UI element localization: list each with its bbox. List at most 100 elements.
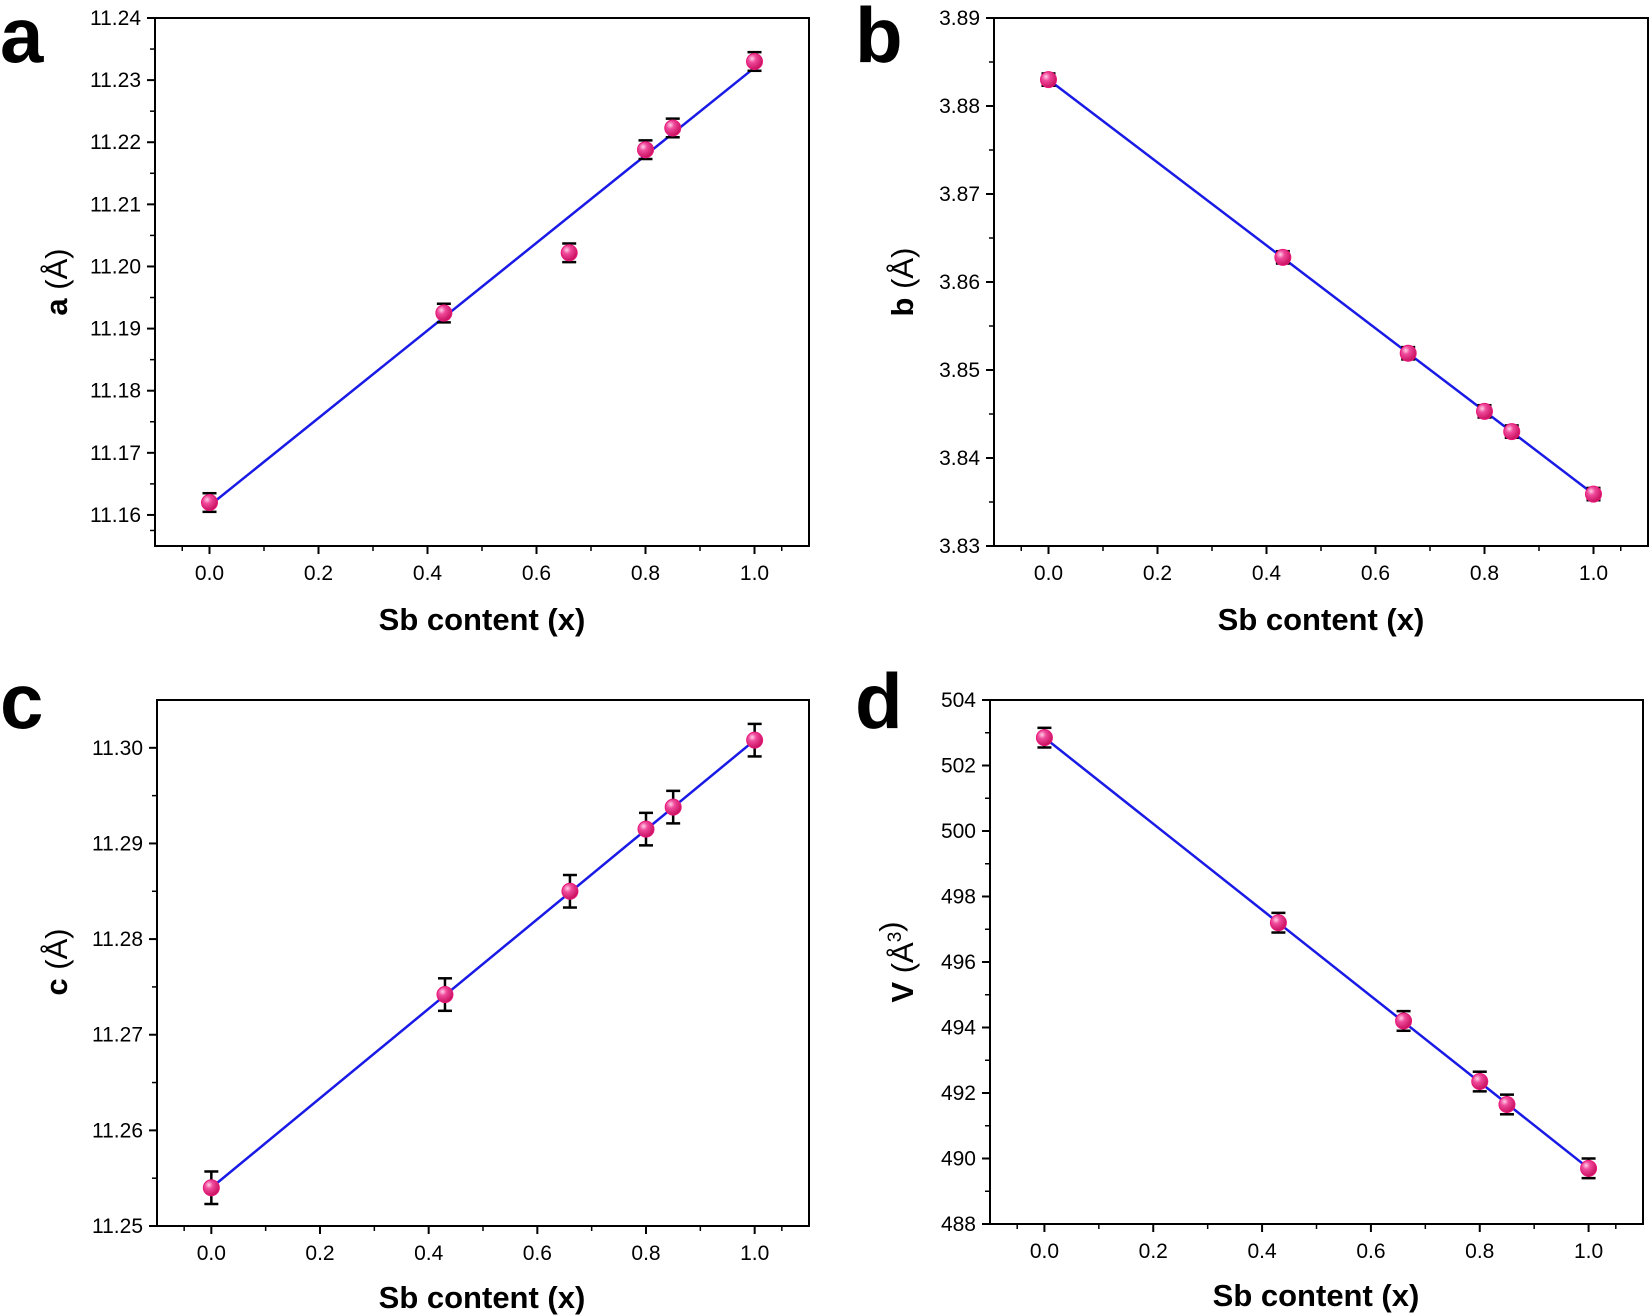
x-tick-label: 0.2 — [305, 1242, 334, 1265]
y-tick-label: 504 — [941, 689, 976, 712]
y-axis-unit: (Å) — [39, 928, 74, 978]
y-tick-label: 11.18 — [90, 380, 141, 403]
data-point — [561, 882, 579, 900]
data-point — [746, 52, 763, 70]
x-tick-label: 0.4 — [1252, 562, 1282, 585]
y-tick-label: 11.17 — [90, 442, 141, 465]
y-tick-label: 11.27 — [92, 1024, 143, 1047]
x-tick-label: 0.4 — [1247, 1240, 1277, 1263]
y-tick-label: 11.29 — [92, 832, 143, 855]
x-tick-label: 0.0 — [195, 562, 224, 585]
y-tick-label: 11.20 — [90, 255, 141, 278]
y-axis-unit: (Å) — [885, 248, 920, 298]
y-tick-label: 11.22 — [90, 131, 141, 154]
y-tick-label: 11.30 — [92, 737, 143, 760]
y-tick-label: 3.83 — [939, 535, 980, 558]
x-tick-label: 0.8 — [1465, 1240, 1494, 1263]
y-axis-title: b (Å) — [885, 248, 920, 317]
x-axis-title: Sb content (x) — [1213, 1278, 1420, 1313]
data-point — [435, 304, 453, 322]
x-tick-label: 0.8 — [1470, 562, 1499, 585]
y-axis-unit-sup: 3 — [885, 932, 906, 943]
linear-fit-line — [1047, 78, 1595, 496]
x-tick-label: 0.6 — [1356, 1240, 1385, 1263]
x-axis-title: Sb content (x) — [379, 602, 586, 637]
y-axis-variable: V — [885, 982, 920, 1003]
data-point — [436, 986, 454, 1004]
y-axis-variable: c — [39, 978, 74, 995]
plot-marks: 0.0 0.2 0.4 0.6 0.8 1.0 11.25 11.26 11.27 11.28 11… — [92, 722, 783, 1265]
y-tick-label: 11.16 — [90, 504, 141, 527]
data-point — [746, 731, 764, 749]
x-tick-label: 0.6 — [1361, 562, 1390, 585]
panel-b: b 0.0 0.2 0.4 0.6 0.8 1.0 3.83 3.84 3.85 3.86 3.87… — [855, 0, 1649, 637]
linear-fit-line — [208, 66, 756, 507]
y-axis-variable: b — [885, 298, 920, 317]
y-axis-title: a (Å) — [39, 248, 74, 315]
y-tick-label: 498 — [941, 886, 976, 909]
panel-letter: c — [0, 657, 43, 745]
data-point — [664, 798, 682, 816]
data-point — [1585, 485, 1602, 503]
x-axis-title: Sb content (x) — [379, 1280, 586, 1315]
y-axis-unit-close: ) — [873, 921, 908, 931]
y-tick-label: 11.26 — [92, 1119, 143, 1142]
panel-d: d 0.0 0.2 0.4 0.6 0.8 1.0 488 490 492 494 496 498 50… — [855, 657, 1644, 1313]
y-axis-unit: (Å) — [39, 248, 74, 298]
plot-frame — [993, 17, 1649, 547]
y-tick-label: 3.84 — [939, 447, 980, 470]
y-tick-label: 3.85 — [939, 359, 980, 382]
y-tick-label: 496 — [941, 951, 976, 974]
x-tick-label: 1.0 — [740, 562, 769, 585]
plot-frame — [154, 17, 810, 547]
x-tick-label: 0.2 — [304, 562, 333, 585]
y-tick-label: 3.86 — [939, 271, 980, 294]
y-tick-label: 3.88 — [939, 95, 980, 118]
data-point — [1503, 423, 1521, 441]
x-tick-label: 0.2 — [1143, 562, 1172, 585]
y-tick-label: 11.25 — [92, 1215, 143, 1238]
x-tick-label: 0.0 — [197, 1242, 226, 1265]
y-tick-label: 500 — [941, 820, 976, 843]
y-tick-label: 11.23 — [90, 69, 141, 92]
y-tick-label: 492 — [941, 1082, 976, 1105]
y-tick-label: 490 — [941, 1148, 976, 1171]
data-point — [637, 141, 654, 159]
data-point — [202, 1179, 220, 1197]
x-axis-title: Sb content (x) — [1218, 602, 1425, 637]
data-point — [1395, 1012, 1413, 1030]
y-tick-label: 3.87 — [939, 183, 980, 206]
data-point — [1040, 71, 1057, 89]
y-tick-label: 11.28 — [92, 928, 143, 951]
y-tick-label: 11.24 — [90, 7, 141, 30]
y-axis-title: V (Å3) — [873, 921, 920, 1002]
panel-letter: a — [0, 0, 44, 79]
data-point — [1476, 402, 1493, 420]
x-tick-label: 0.4 — [413, 562, 443, 585]
data-point — [1471, 1073, 1489, 1091]
data-point — [1399, 344, 1417, 362]
y-tick-label: 3.89 — [939, 7, 980, 30]
y-axis-title: c (Å) — [39, 928, 74, 995]
x-tick-label: 0.2 — [1139, 1240, 1168, 1263]
panel-c: c 0.0 0.2 0.4 0.6 0.8 1.0 11.25 11.26 11.27 11.28… — [0, 657, 810, 1315]
y-axis-unit: (Å — [885, 942, 920, 982]
plot-marks: 0.0 0.2 0.4 0.6 0.8 1.0 488 490 492 494 496 498 500 5… — [941, 689, 1617, 1263]
data-point — [1498, 1095, 1516, 1113]
x-tick-label: 0.8 — [631, 562, 660, 585]
data-point — [560, 244, 578, 262]
linear-fit-line — [1043, 736, 1590, 1170]
x-tick-label: 1.0 — [1574, 1240, 1603, 1263]
data-point — [1580, 1159, 1598, 1177]
plot-marks: 0.0 0.2 0.4 0.6 0.8 1.0 11.16 11.17 11.18 11.19 11… — [90, 7, 783, 585]
y-tick-label: 488 — [941, 1213, 976, 1236]
x-tick-label: 0.4 — [414, 1242, 444, 1265]
panel-a: a 0.0 0.2 0.4 0.6 0.8 1.0 11.16 11.17 11.18 11.19… — [0, 0, 810, 637]
x-tick-label: 0.0 — [1034, 562, 1063, 585]
plot-marks: 0.0 0.2 0.4 0.6 0.8 1.0 3.83 3.84 3.85 3.86 3.87 3.… — [939, 7, 1622, 585]
panel-letter: d — [855, 657, 903, 745]
x-tick-label: 0.8 — [631, 1242, 660, 1265]
data-point — [201, 494, 218, 512]
y-tick-label: 494 — [941, 1017, 976, 1040]
